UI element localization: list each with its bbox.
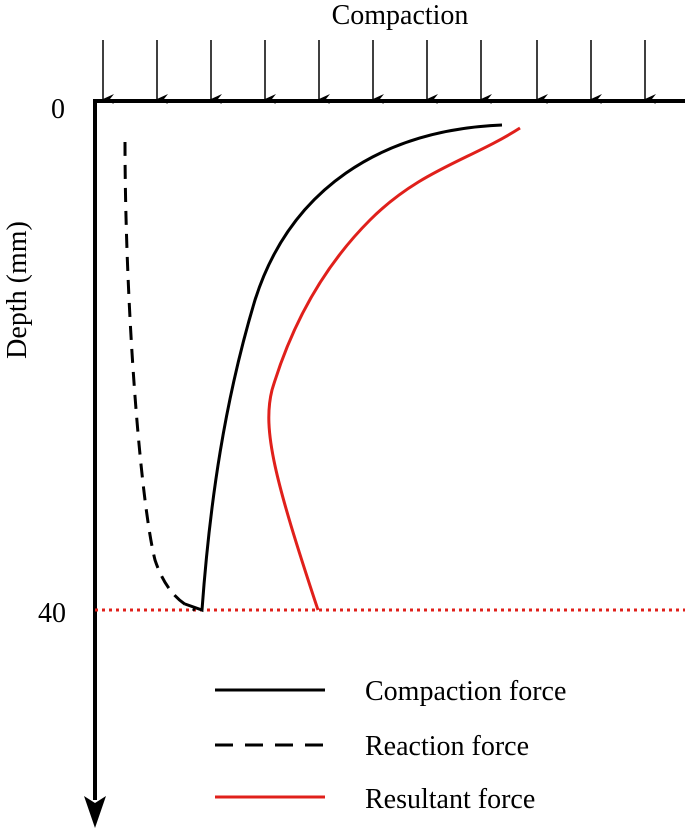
axis-label: Depth (mm) [2, 221, 33, 359]
reaction-curve [123, 141, 196, 612]
tick-label: 40 [38, 598, 66, 629]
compaction-curve [184, 123, 503, 613]
resultant-curve [267, 126, 521, 611]
legend-label: Compaction force [365, 676, 566, 707]
legend-label: Resultant force [365, 784, 535, 815]
legend-label: Reaction force [365, 731, 529, 762]
tick-label: 0 [51, 94, 65, 125]
title: Compaction [332, 0, 469, 31]
axis-arrowhead [84, 796, 106, 828]
compaction-arrows [102, 40, 656, 104]
